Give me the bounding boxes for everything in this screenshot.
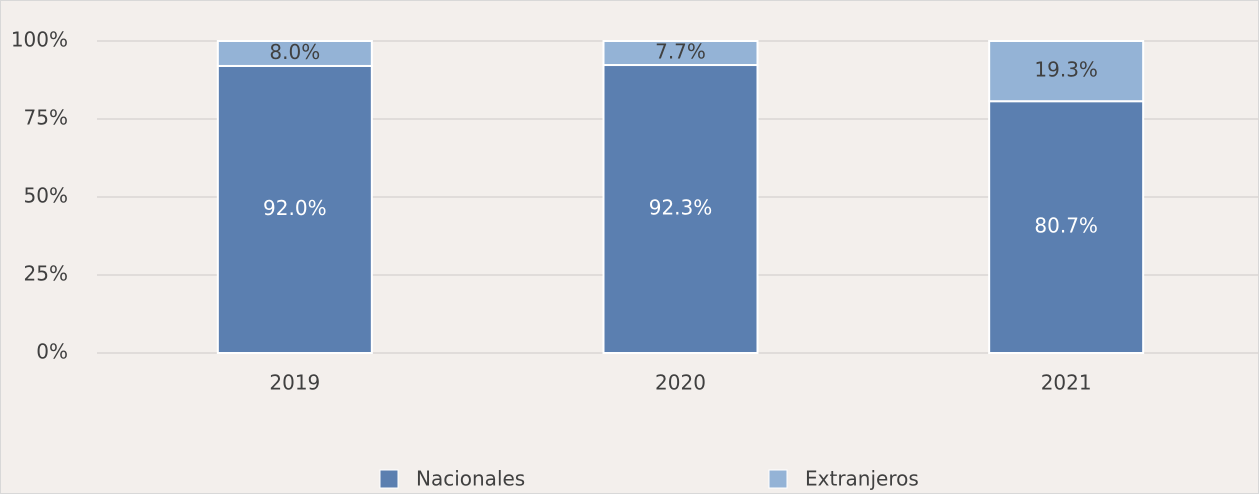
y-tick-label: 75% <box>24 106 68 130</box>
legend-swatch <box>379 469 399 489</box>
data-label: 80.7% <box>1034 214 1098 238</box>
y-tick-label: 50% <box>24 184 68 208</box>
data-label: 8.0% <box>269 40 320 64</box>
data-label: 92.0% <box>263 196 327 220</box>
y-tick-label: 100% <box>11 28 68 52</box>
bar-segment <box>216 40 373 67</box>
bar-segment <box>216 64 373 355</box>
x-tick-label: 2020 <box>655 371 706 395</box>
y-tick-label: 0% <box>36 340 68 364</box>
y-tick-label: 25% <box>24 262 68 286</box>
legend-label: Extranjeros <box>805 467 919 491</box>
legend-label: Nacionales <box>416 467 525 491</box>
legend-swatch <box>768 469 788 489</box>
data-label: 19.3% <box>1034 58 1098 82</box>
bar-segment <box>602 40 759 67</box>
data-label: 92.3% <box>649 196 713 220</box>
x-tick-label: 2021 <box>1041 371 1092 395</box>
bar-segment <box>988 40 1145 103</box>
data-label: 7.7% <box>655 40 706 64</box>
x-tick-label: 2019 <box>269 371 320 395</box>
